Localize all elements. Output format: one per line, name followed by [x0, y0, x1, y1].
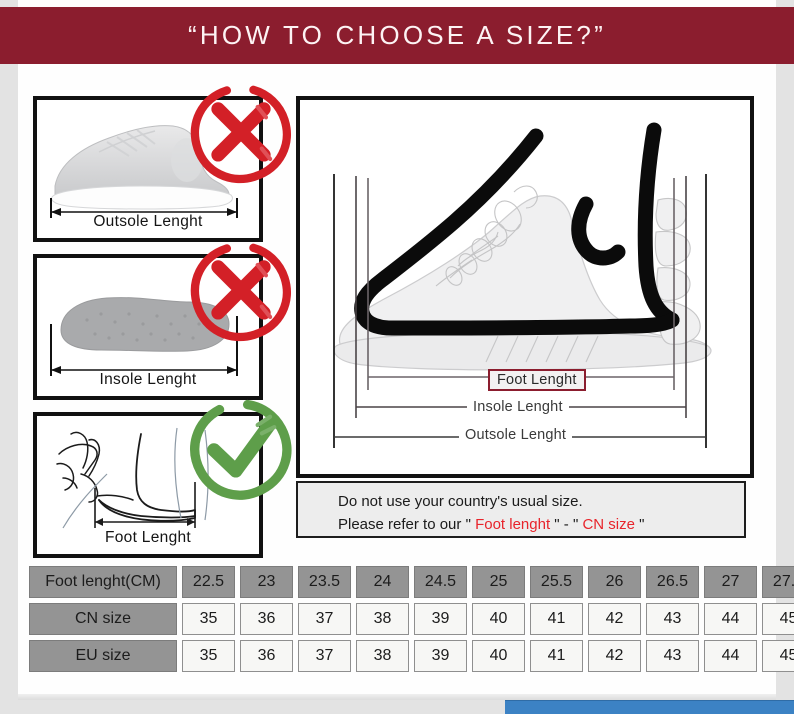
note-suffix: ": [634, 516, 645, 534]
table-cell: 22.5: [182, 566, 235, 598]
header-banner: “HOW TO CHOOSE A SIZE?”: [0, 7, 794, 64]
table-cell: 37: [298, 603, 351, 635]
table-cell: 38: [356, 603, 409, 635]
table-cell: 36: [240, 603, 293, 635]
note-separator: " - ": [550, 516, 583, 534]
panel-outsole: Outsole Lenght: [33, 84, 291, 242]
note-foot-lenght-highlight: Foot lenght: [475, 516, 551, 534]
hand-measuring-foot-drawing: [56, 427, 209, 529]
foot-lenght-label: Foot Lenght: [488, 369, 586, 391]
table-cell: 24.5: [414, 566, 467, 598]
table-cell: 27: [704, 566, 757, 598]
dimension-arrow-outsole: [50, 198, 238, 218]
note-line-2: Please refer to our " Foot lenght " - " …: [338, 513, 744, 536]
foot-inside-shoe-cutaway: [333, 122, 712, 448]
table-cell: 45: [762, 603, 794, 635]
table-cell: 38: [356, 640, 409, 672]
table-cell: 43: [646, 603, 699, 635]
sneaker-side-photo: [51, 125, 233, 210]
table-cell: 25: [472, 566, 525, 598]
table-cell: 35: [182, 640, 235, 672]
table-cell: 42: [588, 603, 641, 635]
table-cell: 44: [704, 640, 757, 672]
size-advice-note: Do not use your country's usual size. Pl…: [296, 481, 746, 538]
bottom-blue-bar[interactable]: [505, 700, 794, 714]
table-cell: 40: [472, 640, 525, 672]
table-cell: 37: [298, 640, 351, 672]
row-label: CN size: [29, 603, 177, 635]
table-cell: 23.5: [298, 566, 351, 598]
table-cell: 43: [646, 640, 699, 672]
main-measurement-diagram: Foot Lenght Insole Lenght Outsole Lenght: [296, 96, 754, 478]
table-cell: 40: [472, 603, 525, 635]
dimension-arrow-insole: [50, 316, 238, 376]
table-cell: 26: [588, 566, 641, 598]
table-cell: 41: [530, 603, 583, 635]
table-cell: 41: [530, 640, 583, 672]
note-prefix: Please refer to our ": [338, 516, 476, 534]
table-cell: 26.5: [646, 566, 699, 598]
table-cell: 27.5: [762, 566, 794, 598]
panel-outsole-label: Outsole Lenght: [93, 213, 203, 230]
table-cell: 35: [182, 603, 235, 635]
row-label: Foot lenght(CM): [29, 566, 177, 598]
panel-insole-label: Insole Lenght: [99, 371, 197, 388]
table-cell: 42: [588, 640, 641, 672]
table-row: EU size 35 36 37 38 39 40 41 42 43 44 45: [29, 640, 794, 672]
table-cell: 44: [704, 603, 757, 635]
table-row: Foot lenght(CM) 22.5 23 23.5 24 24.5 25 …: [29, 566, 794, 598]
note-line-1: Do not use your country's usual size.: [338, 493, 583, 510]
table-cell: 39: [414, 640, 467, 672]
page-bottom-edge: [18, 694, 776, 700]
table-cell: 39: [414, 603, 467, 635]
row-label: EU size: [29, 640, 177, 672]
table-cell: 45: [762, 640, 794, 672]
outsole-lenght-label: Outsole Lenght: [459, 427, 573, 443]
example-panels: Outsole Lenght: [33, 84, 292, 570]
insole-lenght-label: Insole Lenght: [467, 399, 569, 415]
panel-foot: Foot Lenght: [33, 399, 292, 558]
table-row: CN size 35 36 37 38 39 40 41 42 43 44 45: [29, 603, 794, 635]
page-title: “HOW TO CHOOSE A SIZE?”: [188, 20, 606, 50]
note-cn-size-highlight: CN size: [582, 516, 635, 534]
table-cell: 23: [240, 566, 293, 598]
size-table: Foot lenght(CM) 22.5 23 23.5 24 24.5 25 …: [29, 566, 794, 677]
table-cell: 25.5: [530, 566, 583, 598]
panel-foot-label: Foot Lenght: [104, 529, 192, 546]
panel-insole: Insole Lenght: [33, 242, 291, 400]
table-cell: 24: [356, 566, 409, 598]
table-cell: 36: [240, 640, 293, 672]
